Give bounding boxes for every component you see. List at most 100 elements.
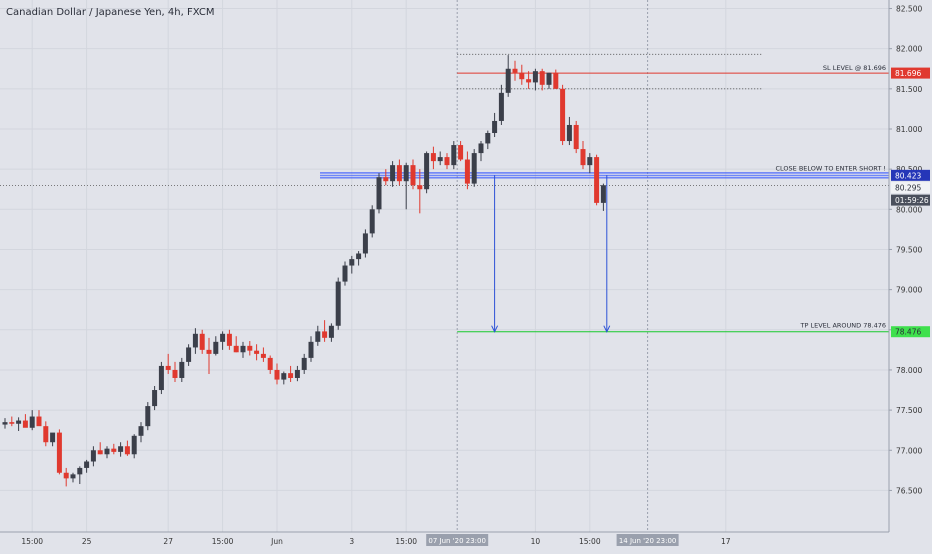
candle-body xyxy=(362,233,368,254)
candle-body xyxy=(478,143,484,154)
time-axis-label: 15:00 xyxy=(579,537,601,546)
candle-body xyxy=(600,185,606,203)
tp-price-tag-box xyxy=(891,326,930,338)
candle-body xyxy=(376,177,382,210)
candle-body xyxy=(403,165,409,182)
candle-body xyxy=(315,331,321,342)
time-axis-label: 25 xyxy=(82,537,92,546)
entry-level-label: CLOSE BELOW TO ENTER SHORT ! xyxy=(775,164,886,172)
candle-body xyxy=(505,68,511,93)
candle-body xyxy=(90,450,96,462)
candle-body xyxy=(437,157,443,162)
candle-body xyxy=(104,448,110,455)
candle-body xyxy=(464,159,470,184)
candle-body xyxy=(580,149,586,166)
candle-body xyxy=(444,157,450,166)
time-axis-label: Jun xyxy=(270,537,283,546)
candle-body xyxy=(199,333,205,350)
candle-body xyxy=(498,92,504,121)
price-axis-label: 79.000 xyxy=(896,286,922,295)
candle-body xyxy=(77,467,83,475)
price-axis-background xyxy=(889,0,932,550)
candle-body xyxy=(206,349,212,354)
down-arrow-head xyxy=(491,325,499,333)
time-highlight-box xyxy=(426,534,489,546)
candle-body xyxy=(118,446,124,452)
candle-body xyxy=(29,416,35,428)
candle-body xyxy=(233,345,239,353)
candle-body xyxy=(349,259,355,266)
current-price-tag-text: 80.295 xyxy=(895,184,921,193)
time-axis-label: 3 xyxy=(349,537,354,546)
time-axis-label: 27 xyxy=(163,537,173,546)
price-axis-label: 81.500 xyxy=(896,85,922,94)
current-price-tag-box xyxy=(891,182,930,194)
candle-body xyxy=(553,72,559,89)
candle-body xyxy=(390,165,396,182)
candle-body xyxy=(471,153,477,184)
entry-price-tag-text: 80.423 xyxy=(895,171,921,180)
countdown-text: 01:59:26 xyxy=(895,196,929,205)
price-axis-label: 77.500 xyxy=(896,406,922,415)
price-axis-label: 80.500 xyxy=(896,165,922,174)
candle-body xyxy=(594,157,600,203)
candle-body xyxy=(458,145,464,160)
candle-body xyxy=(294,369,300,378)
entry-price-tag-box xyxy=(891,169,930,181)
candle-body xyxy=(492,120,498,134)
candle-body xyxy=(36,416,42,427)
candle-body xyxy=(254,350,260,354)
candle-body xyxy=(573,124,579,150)
candle-body xyxy=(288,373,294,378)
candle-body xyxy=(519,72,525,80)
candle-body xyxy=(16,420,22,424)
candle-layer xyxy=(2,55,606,487)
candle-body xyxy=(226,333,232,346)
candle-body xyxy=(213,341,219,354)
candle-body xyxy=(186,347,192,362)
candle-body xyxy=(43,426,49,443)
candle-body xyxy=(165,365,171,370)
candle-body xyxy=(192,333,198,348)
candle-body xyxy=(260,353,266,358)
candle-body xyxy=(84,461,90,468)
candle-body xyxy=(532,71,538,83)
candle-body xyxy=(396,165,402,182)
candle-body xyxy=(138,426,144,436)
price-axis-label: 77.000 xyxy=(896,446,922,455)
tp-level-label: TP LEVEL AROUND 78.476 xyxy=(800,322,886,330)
candle-body xyxy=(2,422,8,425)
candle-body xyxy=(424,153,430,190)
price-axis-label: 82.000 xyxy=(896,45,922,54)
candle-body xyxy=(342,265,348,282)
price-axis-label: 81.000 xyxy=(896,125,922,134)
candle-body xyxy=(22,420,28,428)
candle-body xyxy=(335,281,341,326)
candle-body xyxy=(172,369,178,378)
candle-body xyxy=(240,345,246,353)
price-axis-label: 82.500 xyxy=(896,5,922,14)
candle-body xyxy=(267,357,273,370)
candle-body xyxy=(451,145,457,166)
time-highlight-label: 07 Jun '20 23:00 xyxy=(428,537,486,545)
candle-body xyxy=(281,373,287,380)
candle-body xyxy=(152,390,158,407)
chart-title: Canadian Dollar / Japanese Yen, 4h, FXCM xyxy=(6,7,214,18)
candle-body xyxy=(220,333,226,342)
candle-body xyxy=(145,406,151,427)
candle-body xyxy=(9,422,15,424)
time-axis-label: 17 xyxy=(721,537,731,546)
candle-body xyxy=(308,341,314,358)
time-highlight-box xyxy=(616,534,679,546)
candle-body xyxy=(417,185,423,190)
countdown-box xyxy=(891,194,930,206)
candle-body xyxy=(247,345,253,351)
price-axis-label: 78.000 xyxy=(896,366,922,375)
price-axis-label: 79.500 xyxy=(896,245,922,254)
candle-body xyxy=(566,124,572,142)
candle-body xyxy=(512,68,518,73)
